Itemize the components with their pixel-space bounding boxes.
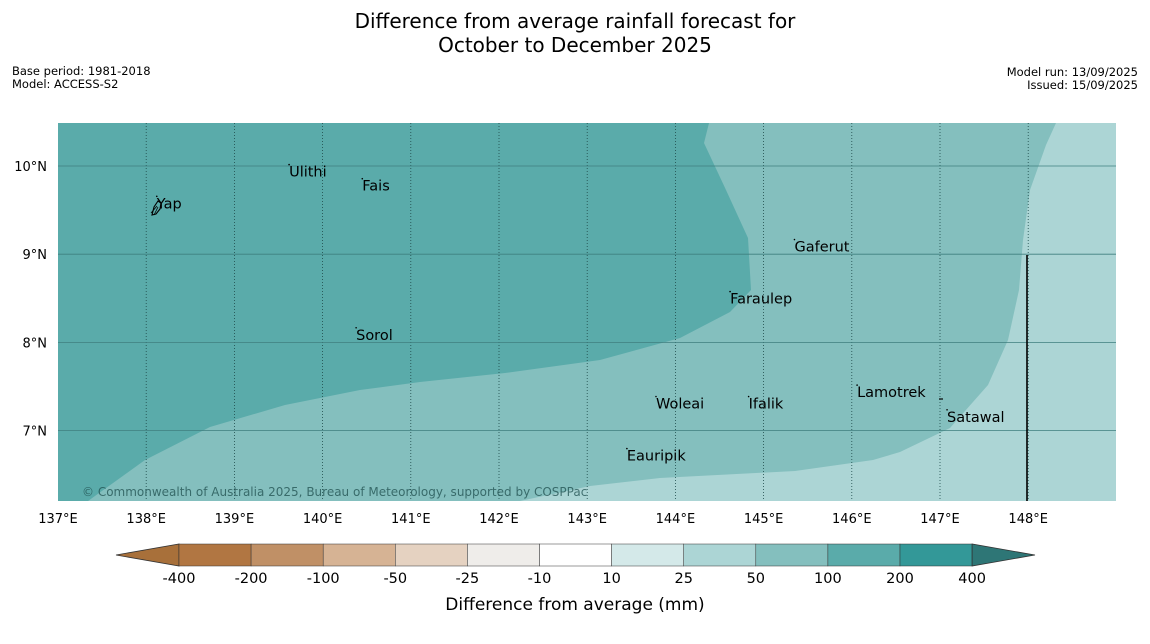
lon-tick-label: 140°E xyxy=(303,512,343,527)
colorbar-swatch xyxy=(322,543,396,567)
place-label: Ulithi xyxy=(289,165,327,181)
place-label: Faraulep xyxy=(730,292,792,308)
rainfall-band-200-400 xyxy=(58,123,751,501)
colorbar-tick-label: -25 xyxy=(456,571,480,587)
colorbar-swatch xyxy=(178,543,252,567)
place-label: Woleai xyxy=(656,397,704,413)
model-text: Model: ACCESS-S2 xyxy=(12,77,119,91)
place-marker xyxy=(626,447,628,450)
lon-tick-label: 146°E xyxy=(832,512,872,527)
colorbar-swatch xyxy=(755,543,829,567)
place-marker xyxy=(793,238,796,241)
colorbar-tick-label: 50 xyxy=(747,571,765,587)
metadata-left: Base period: 1981-2018 Model: ACCESS-S2 xyxy=(12,65,151,91)
lat-tick-label: 7°N xyxy=(23,425,48,440)
issued-text: Issued: 15/09/2025 xyxy=(1027,78,1138,92)
place-label: Sorol xyxy=(356,328,393,344)
lon-tick-label: 143°E xyxy=(567,512,607,527)
colorbar-tick-label: 10 xyxy=(602,571,620,587)
place-label: Satawal xyxy=(947,410,1004,426)
title-line-2: October to December 2025 xyxy=(438,33,712,57)
lon-tick-label: 144°E xyxy=(656,512,696,527)
lat-tick-label: 10°N xyxy=(14,160,47,175)
colorbar-tick-label: -200 xyxy=(235,571,268,587)
colorbar-swatch xyxy=(611,543,684,567)
colorbar-tick-label: -50 xyxy=(383,571,407,587)
place-marker xyxy=(946,408,948,411)
place-marker xyxy=(655,395,657,398)
metadata-right: Model run: 13/09/2025 Issued: 15/09/2025 xyxy=(1007,66,1138,92)
colorbar-tick-label: -100 xyxy=(307,571,340,587)
axis-labels: 137°E 138°E 139°E 140°E 141°E 142°E 143°E 144°E… xyxy=(14,160,1048,527)
colorbar-swatch xyxy=(899,543,973,567)
place-label: Lamotrek xyxy=(857,385,926,401)
place-marker xyxy=(288,163,290,166)
lon-tick-label: 142°E xyxy=(479,512,519,527)
lon-tick-label: 137°E xyxy=(38,512,78,527)
colorbar-arrow-low xyxy=(115,543,180,567)
colorbar-swatch xyxy=(467,543,540,567)
graticule xyxy=(58,123,1116,501)
model-run-text: Model run: 13/09/2025 xyxy=(1006,65,1138,79)
colorbar-swatch xyxy=(827,543,901,567)
lon-tick-label: 138°E xyxy=(126,512,166,527)
lat-tick-label: 9°N xyxy=(23,248,48,263)
map-area: Yap Ulithi Fais Sorol Gaferut Faraulep Woleai I… xyxy=(58,123,1116,501)
yap-island-outline xyxy=(151,200,162,216)
lon-tick-label: 148°E xyxy=(1008,512,1048,527)
place-label: Yap xyxy=(156,196,182,212)
lat-tick-label: 8°N xyxy=(23,336,48,351)
colorbar-tick-label: -400 xyxy=(163,571,196,587)
base-period-text: Base period: 1981-2018 xyxy=(12,64,151,78)
place-marker xyxy=(729,290,731,293)
title-line-1: Difference from average rainfall forecas… xyxy=(354,9,796,33)
colorbar-swatch xyxy=(539,543,612,567)
lon-tick-label: 141°E xyxy=(391,512,431,527)
place-marker xyxy=(856,384,858,386)
place-label: Ifalik xyxy=(749,397,784,413)
colorbar-tick-label: 400 xyxy=(958,571,986,587)
colorbar-swatch xyxy=(683,543,757,567)
lon-tick-label: 147°E xyxy=(920,512,960,527)
place-marker xyxy=(155,195,158,198)
map-title: Difference from average rainfall forecas… xyxy=(0,9,1150,57)
place-marker xyxy=(361,177,364,180)
colorbar-arrow-high xyxy=(971,543,1036,567)
place-label: Gaferut xyxy=(794,240,849,256)
colorbar-tick-label: 200 xyxy=(886,571,914,587)
colorbar-swatch xyxy=(395,543,468,567)
lon-tick-label: 139°E xyxy=(215,512,255,527)
place-labels: Yap Ulithi Fais Sorol Gaferut Faraulep Woleai I… xyxy=(155,163,1004,465)
place-marker xyxy=(355,326,357,329)
islet-dot xyxy=(939,398,941,400)
colorbar: -400 -200 -100 -50 -25 -10 10 25 50 100 200 400 xyxy=(115,543,1036,587)
place-marker xyxy=(747,395,750,398)
colorbar-tick-label: 100 xyxy=(814,571,842,587)
place-label: Eauripik xyxy=(627,449,686,465)
colorbar-swatch xyxy=(250,543,324,567)
colorbar-tick-label: -10 xyxy=(528,571,552,587)
colorbar-title: Difference from average (mm) xyxy=(445,595,704,615)
place-label: Fais xyxy=(362,179,389,195)
lon-tick-label: 145°E xyxy=(744,512,784,527)
copyright-text: © Commonwealth of Australia 2025, Bureau… xyxy=(82,485,587,499)
colorbar-tick-label: 25 xyxy=(674,571,692,587)
